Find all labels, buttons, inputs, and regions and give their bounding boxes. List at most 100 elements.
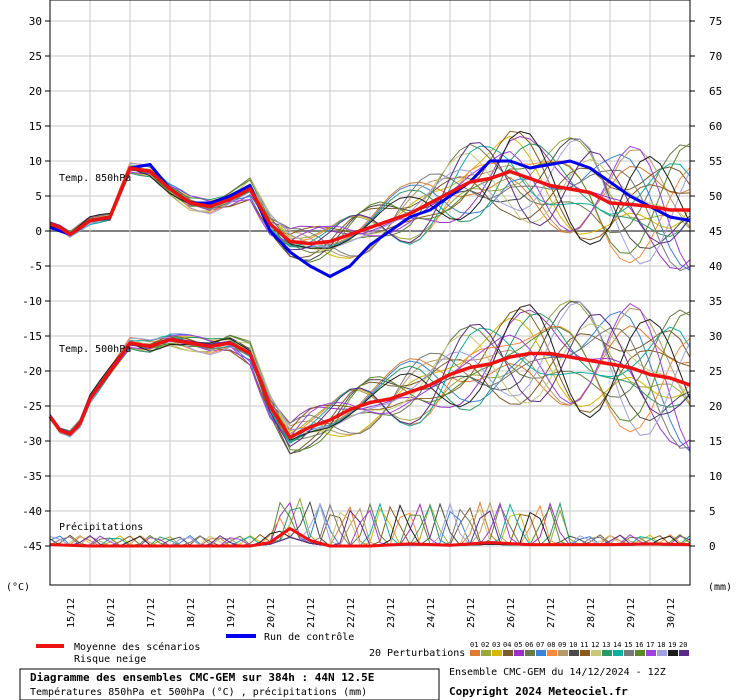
perturbation-legend-swatch — [679, 650, 689, 656]
ensemble-info: Ensemble CMC-GEM du 14/12/2024 - 12Z — [449, 667, 666, 678]
legend-perturbations-label: 20 Perturbations — [369, 648, 465, 659]
perturbation-line-500 — [49, 308, 691, 436]
tick-label-right: 55 — [709, 155, 722, 168]
legend-snow-label: Risque neige — [74, 654, 146, 665]
perturbation-line-500 — [49, 310, 691, 452]
perturbation-legend-id: 02 — [481, 641, 489, 649]
tick-label-left: -5 — [29, 260, 42, 273]
tick-label-left: -20 — [22, 365, 42, 378]
perturbation-legend-id: 19 — [668, 641, 676, 649]
x-tick-label: 16/12 — [106, 598, 117, 628]
perturbation-legend-id: 07 — [536, 641, 544, 649]
perturbation-legend-id: 13 — [602, 641, 610, 649]
tick-label-left: -15 — [22, 330, 42, 343]
x-tick-label: 17/12 — [146, 598, 157, 628]
legend-mean-label: Moyenne des scénarios — [74, 641, 200, 653]
perturbation-legend-id: 15 — [624, 641, 632, 649]
perturbation-legend-swatch — [624, 650, 634, 656]
perturbation-legend-swatch — [503, 650, 513, 656]
perturbation-legend-id: 16 — [635, 641, 643, 649]
perturbation-legend-swatch — [525, 650, 535, 656]
perturbation-legend: 01 02 03 04 05 06 07 08 09 10 11 12 13 14 15 16 17 18 19 20 — [470, 641, 689, 656]
perturbation-legend-swatch — [547, 650, 557, 656]
perturbation-line-850 — [49, 143, 691, 249]
perturbation-line-500 — [49, 304, 691, 441]
tick-label-right: 70 — [709, 50, 722, 63]
perturbation-line-850 — [49, 130, 691, 249]
x-tick-label: 22/12 — [346, 598, 357, 628]
plot-frame — [49, 0, 691, 586]
tick-label-left: 25 — [29, 50, 42, 63]
perturbation-legend-swatch — [481, 650, 491, 656]
perturbation-legend-id: 17 — [646, 641, 654, 649]
x-tick-label: 28/12 — [586, 598, 597, 628]
legend-control-label: Run de contrôle — [264, 631, 354, 643]
perturbation-legend-swatch — [602, 650, 612, 656]
tick-label-right: 15 — [709, 435, 722, 448]
tick-label-right: 30 — [709, 330, 722, 343]
y-unit-left: (°C) — [6, 582, 30, 593]
tick-label-right: 50 — [709, 190, 722, 203]
perturbation-legend-id: 06 — [525, 641, 533, 649]
panel-label-850: Temp. 850hPa — [59, 173, 131, 184]
y-axis-left: 30 25 20 15 10 5 0 -5 -10 -15 -20 -25 -30 -35 -40 -45 — [22, 15, 50, 553]
perturbation-legend-id: 10 — [569, 641, 577, 649]
x-tick-label: 30/12 — [666, 598, 677, 628]
tick-label-right: 65 — [709, 85, 722, 98]
tick-label-left: -25 — [22, 400, 42, 413]
perturbation-legend-swatch — [580, 650, 590, 656]
tick-label-right: 25 — [709, 365, 722, 378]
perturbation-legend-id: 04 — [503, 641, 511, 649]
tick-label-right: 45 — [709, 225, 722, 238]
x-tick-label: 18/12 — [186, 598, 197, 628]
tick-label-right: 40 — [709, 260, 722, 273]
x-tick-label: 23/12 — [386, 598, 397, 628]
perturbation-line-500 — [49, 312, 691, 444]
x-tick-label: 25/12 — [466, 598, 477, 628]
copyright: Copyright 2024 Meteociel.fr — [449, 685, 628, 698]
tick-label-left: 15 — [29, 120, 42, 133]
tick-label-left: -40 — [22, 505, 42, 518]
perturbation-legend-id: 11 — [580, 641, 588, 649]
tick-label-left: -30 — [22, 435, 42, 448]
perturbation-legend-swatch — [591, 650, 601, 656]
perturbation-legend-id: 18 — [657, 641, 665, 649]
tick-label-right: 5 — [709, 505, 716, 518]
tick-label-left: 0 — [35, 225, 42, 238]
tick-label-left: -45 — [22, 540, 42, 553]
x-tick-label: 27/12 — [546, 598, 557, 628]
perturbation-line-500 — [49, 301, 691, 438]
perturbation-legend-swatch — [558, 650, 568, 656]
perturbation-legend-swatch — [668, 650, 678, 656]
tick-label-right: 20 — [709, 400, 722, 413]
perturbation-legend-id: 05 — [514, 641, 522, 649]
perturbation-legend-id: 20 — [679, 641, 687, 649]
x-tick-label: 19/12 — [226, 598, 237, 628]
title-box — [19, 668, 440, 700]
perturbation-legend-swatch — [635, 650, 645, 656]
tick-label-left: 10 — [29, 155, 42, 168]
chart-subtitle: Températures 850hPa et 500hPa (°C) , pré… — [30, 686, 367, 698]
panel-label-500: Temp. 500hPa — [59, 344, 131, 355]
tick-label-right: 0 — [709, 540, 716, 553]
x-tick-label: 20/12 — [266, 598, 277, 628]
x-axis-labels: 15/12 16/12 17/12 18/12 19/12 20/12 21/12 22/12… — [66, 598, 677, 628]
main-series — [48, 159, 691, 548]
perturbation-line-500 — [49, 311, 691, 451]
perturbation-legend-swatch — [613, 650, 623, 656]
perturbation-legend-swatch — [569, 650, 579, 656]
perturbation-legend-id: 09 — [558, 641, 566, 649]
perturbation-legend-swatch — [646, 650, 656, 656]
perturbation-legend-swatch — [492, 650, 502, 656]
mean-line-500 — [48, 337, 691, 440]
control-line-850 — [49, 159, 691, 278]
x-tick-label: 24/12 — [426, 598, 437, 628]
chart-title: Diagramme des ensembles CMC-GEM sur 384h… — [30, 671, 374, 684]
tick-label-left: 30 — [29, 15, 42, 28]
x-tick-label: 15/12 — [66, 598, 77, 628]
tick-label-right: 35 — [709, 295, 722, 308]
panel-label-precip: Précipitations — [59, 521, 143, 533]
perturbation-legend-swatch — [536, 650, 546, 656]
